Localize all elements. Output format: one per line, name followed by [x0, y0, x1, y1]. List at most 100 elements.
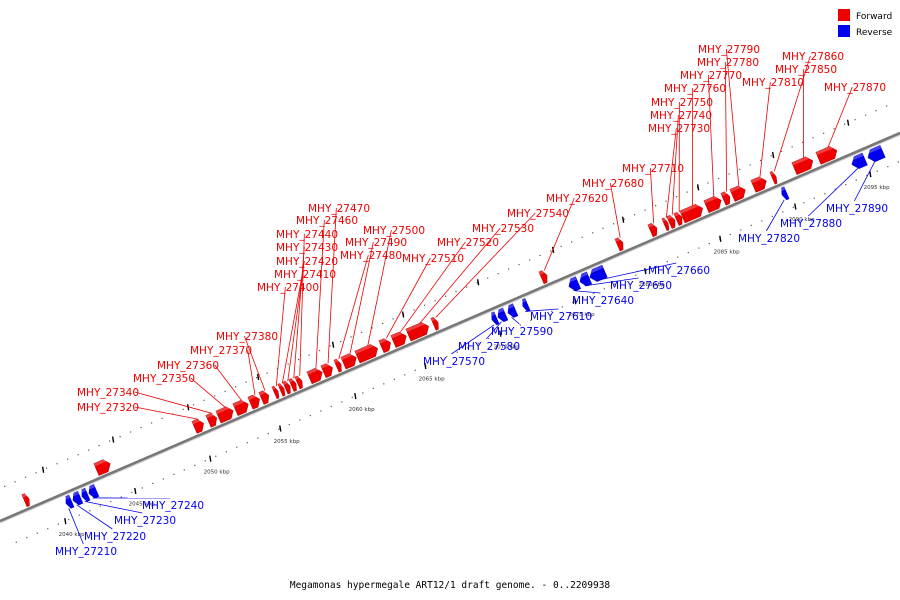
- MHY_27640-shine: [566, 276, 577, 284]
- track-dot: [15, 541, 17, 543]
- MHY_27510-arrow: [378, 338, 391, 354]
- track-dot: [245, 381, 247, 383]
- MHY_27230-leader: [84, 500, 143, 514]
- major-tick: [134, 487, 137, 495]
- major-tick: [424, 362, 427, 370]
- track-dot: [77, 454, 79, 456]
- track-dot: [215, 455, 217, 457]
- track-dot: [4, 485, 6, 487]
- track-dot: [792, 206, 794, 208]
- MHY_27420-feature: [282, 380, 291, 395]
- track-dot: [740, 229, 742, 231]
- track-dot: [35, 472, 37, 474]
- MHY_27470-feature: [320, 361, 333, 379]
- track-dot: [151, 422, 153, 424]
- MHY_27490-leader: [349, 241, 374, 355]
- MHY_27500-arrow: [354, 344, 378, 364]
- MHY_27350-feature: [215, 404, 234, 424]
- track-dot: [330, 405, 332, 408]
- track-dot: [571, 241, 573, 243]
- MHY_27480-leader: [338, 254, 369, 360]
- track-dot: [834, 188, 836, 190]
- MHY_27890-arrow: [867, 145, 886, 162]
- MHY_27860-label: MHY_27860: [782, 51, 844, 63]
- MHY_27220-leader: [76, 504, 113, 530]
- MHY_27400-feature: [271, 385, 280, 400]
- MHY_27710-arrow: [647, 223, 658, 238]
- track-dot: [278, 428, 280, 430]
- MHY_27220-arrow: [72, 490, 84, 506]
- track-dot: [550, 250, 552, 252]
- track-dot: [351, 396, 353, 399]
- track-dot: [14, 481, 16, 483]
- track-dot: [383, 383, 385, 385]
- MHY_27810-label: MHY_27810: [742, 77, 804, 89]
- MHY_27870-label: MHY_27870: [824, 82, 886, 94]
- MHY_27490-label: MHY_27490: [345, 237, 407, 249]
- MHY_27680-feature: [614, 236, 624, 252]
- MHY_27470-shine: [320, 361, 332, 369]
- track-dot: [455, 291, 457, 293]
- track-dot: [362, 392, 364, 394]
- track-dot: [67, 458, 69, 460]
- MHY_27410-leader: [281, 273, 303, 384]
- MHY_27770-shine: [703, 194, 720, 204]
- genome-caption: Megamonas hypermegale ART12/1 draft geno…: [290, 580, 611, 591]
- MHY_27740-label: MHY_27740: [650, 110, 712, 122]
- MHY_27750-feature: [673, 211, 683, 226]
- MHY_27400-label: MHY_27400: [257, 282, 319, 294]
- track-dot: [287, 363, 289, 365]
- MHY_27340-shine: [205, 411, 216, 419]
- MHY_27380-label: MHY_27380: [216, 331, 278, 343]
- major-tick: [279, 425, 282, 432]
- track-dot: [193, 404, 195, 406]
- MHY_27540-arrow: [430, 316, 439, 331]
- MHY_27220-label: MHY_27220: [84, 531, 146, 543]
- track-dot: [518, 263, 520, 266]
- MHY_27770-arrow: [703, 196, 722, 213]
- MHY_27360-feature: [232, 398, 249, 416]
- track-dot: [698, 247, 700, 249]
- backbone-shadow: [0, 133, 900, 524]
- track-dot: [308, 354, 310, 356]
- track-dot: [551, 310, 553, 313]
- MHY_27740-feature: [666, 214, 676, 229]
- major-tick: [186, 404, 190, 411]
- MHY_27730-shine: [661, 217, 667, 222]
- MHY_27360-label: MHY_27360: [157, 360, 219, 372]
- track-dot: [707, 182, 709, 184]
- track-dot: [446, 356, 448, 358]
- track-dot: [257, 437, 259, 439]
- forward-legend-label: Forward: [856, 12, 892, 22]
- MHY_27420-arrow: [282, 380, 291, 395]
- forward-unlabeled-0-arrow: [21, 493, 30, 507]
- MHY_27590-shine: [505, 303, 514, 310]
- scale-tick-label: 2050 kbp: [204, 469, 230, 475]
- track-dot: [655, 205, 657, 207]
- track-dot: [56, 463, 58, 465]
- track-dot: [26, 537, 28, 539]
- track-dot: [341, 401, 343, 403]
- MHY_27530-arrow: [405, 322, 429, 342]
- MHY_27430-feature: [288, 377, 297, 392]
- track-dot: [823, 132, 825, 134]
- track-dot: [897, 161, 899, 163]
- track-dot: [519, 324, 521, 326]
- MHY_27770-feature: [703, 194, 722, 213]
- MHY_27480-shine: [333, 358, 340, 363]
- MHY_27470-label: MHY_27470: [308, 203, 370, 215]
- MHY_27530-leader: [418, 227, 501, 326]
- forward-unlabeled-0-feature: [21, 492, 30, 507]
- track-dot: [497, 272, 499, 275]
- track-dot: [456, 351, 458, 353]
- track-dot: [729, 233, 731, 236]
- MHY_27320-arrow: [191, 418, 204, 434]
- MHY_27340-feature: [205, 411, 217, 428]
- track-dot: [676, 196, 678, 198]
- scale-ticks: 2040 kbp 2045 kbp 2050 kbp 2055 kbp 2060 kbp…: [4, 105, 899, 543]
- major-tick: [771, 151, 775, 159]
- track-dot: [413, 309, 415, 311]
- MHY_27490-shine: [340, 351, 355, 360]
- track-dot: [88, 449, 90, 451]
